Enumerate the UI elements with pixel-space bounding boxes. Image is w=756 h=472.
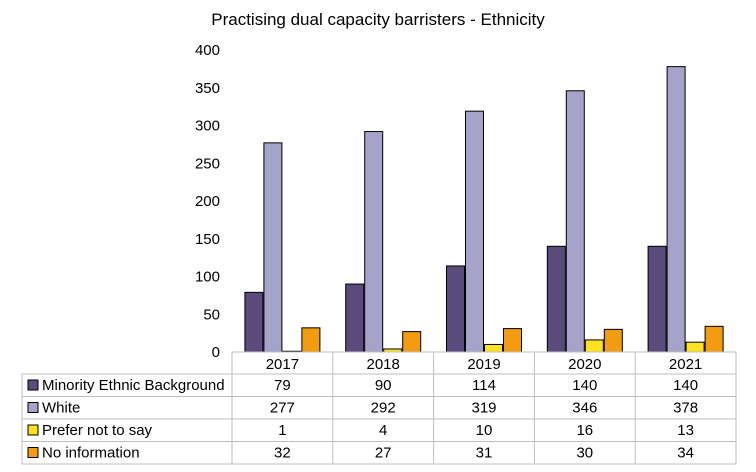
y-tick-label: 100 [195,269,220,286]
table-cell-value: 13 [677,422,694,439]
bar-2017-minority-ethnic-background [244,291,264,353]
bar-2021-prefer-not-to-say [685,341,705,353]
y-tick-label: 300 [195,118,220,135]
table-cell-value: 319 [471,400,496,417]
legend-label: Minority Ethnic Background [42,377,225,394]
bar-2021-no-information [704,325,724,353]
bar-2019-white [465,110,484,353]
y-tick-label: 0 [212,344,220,361]
bar-2019-no-information [503,328,522,353]
legend-swatch [27,379,39,391]
bar-2018-white [364,131,384,353]
legend-label: No information [42,445,140,462]
y-tick-label: 50 [203,306,220,323]
table-cell-value: 378 [673,400,698,417]
x-tick-label: 2019 [467,356,500,373]
bar-2018-minority-ethnic-background [345,283,365,353]
legend-label: Prefer not to say [42,422,153,439]
y-tick-label: 350 [195,80,220,97]
x-tick-label: 2021 [669,356,702,373]
table-cell-value: 1 [278,422,286,439]
bar-2018-no-information [402,331,422,353]
bar-2020-no-information [603,328,623,353]
table-cell-value: 10 [476,422,493,439]
x-tick-label: 2017 [266,356,299,373]
table-cell-value: 30 [576,445,593,462]
legend-swatch [27,402,39,413]
bar-2020-white [565,90,585,353]
legend-label: White [42,400,80,417]
table-cell-value: 79 [274,377,291,394]
bar-2021-white [666,66,686,353]
y-tick-label: 150 [195,231,220,248]
x-tick-label: 2020 [568,356,601,373]
legend-swatch [27,424,39,436]
table-cell-value: 140 [673,377,698,394]
table-cell-value: 114 [472,377,496,394]
table-cell-value: 140 [572,377,597,394]
bar-2020-prefer-not-to-say [584,339,604,353]
chart-title: Practising dual capacity barristers - Et… [211,10,545,29]
bar-2019-minority-ethnic-background [446,265,465,353]
table-cell-value: 27 [375,445,392,462]
bar-2017-white [263,142,283,353]
bar-2021-minority-ethnic-background [647,245,667,353]
bar-2020-minority-ethnic-background [546,245,566,353]
table-cell-value: 90 [375,377,392,394]
y-tick-label: 200 [195,193,220,210]
table-cell-value: 4 [379,422,387,439]
bar-2017-no-information [301,327,321,353]
table-cell-value: 31 [476,445,493,462]
table-cell-value: 16 [576,422,593,439]
table-cell-value: 32 [274,445,291,462]
table-cell-value: 277 [270,400,295,417]
legend-swatch [27,447,39,458]
table-cell-value: 34 [677,445,694,462]
y-tick-label: 250 [195,155,220,172]
y-tick-label: 400 [195,42,220,59]
table-cell-value: 292 [371,400,396,417]
x-tick-label: 2018 [367,356,400,373]
bar-2019-prefer-not-to-say [484,343,503,353]
table-cell-value: 346 [572,400,597,417]
